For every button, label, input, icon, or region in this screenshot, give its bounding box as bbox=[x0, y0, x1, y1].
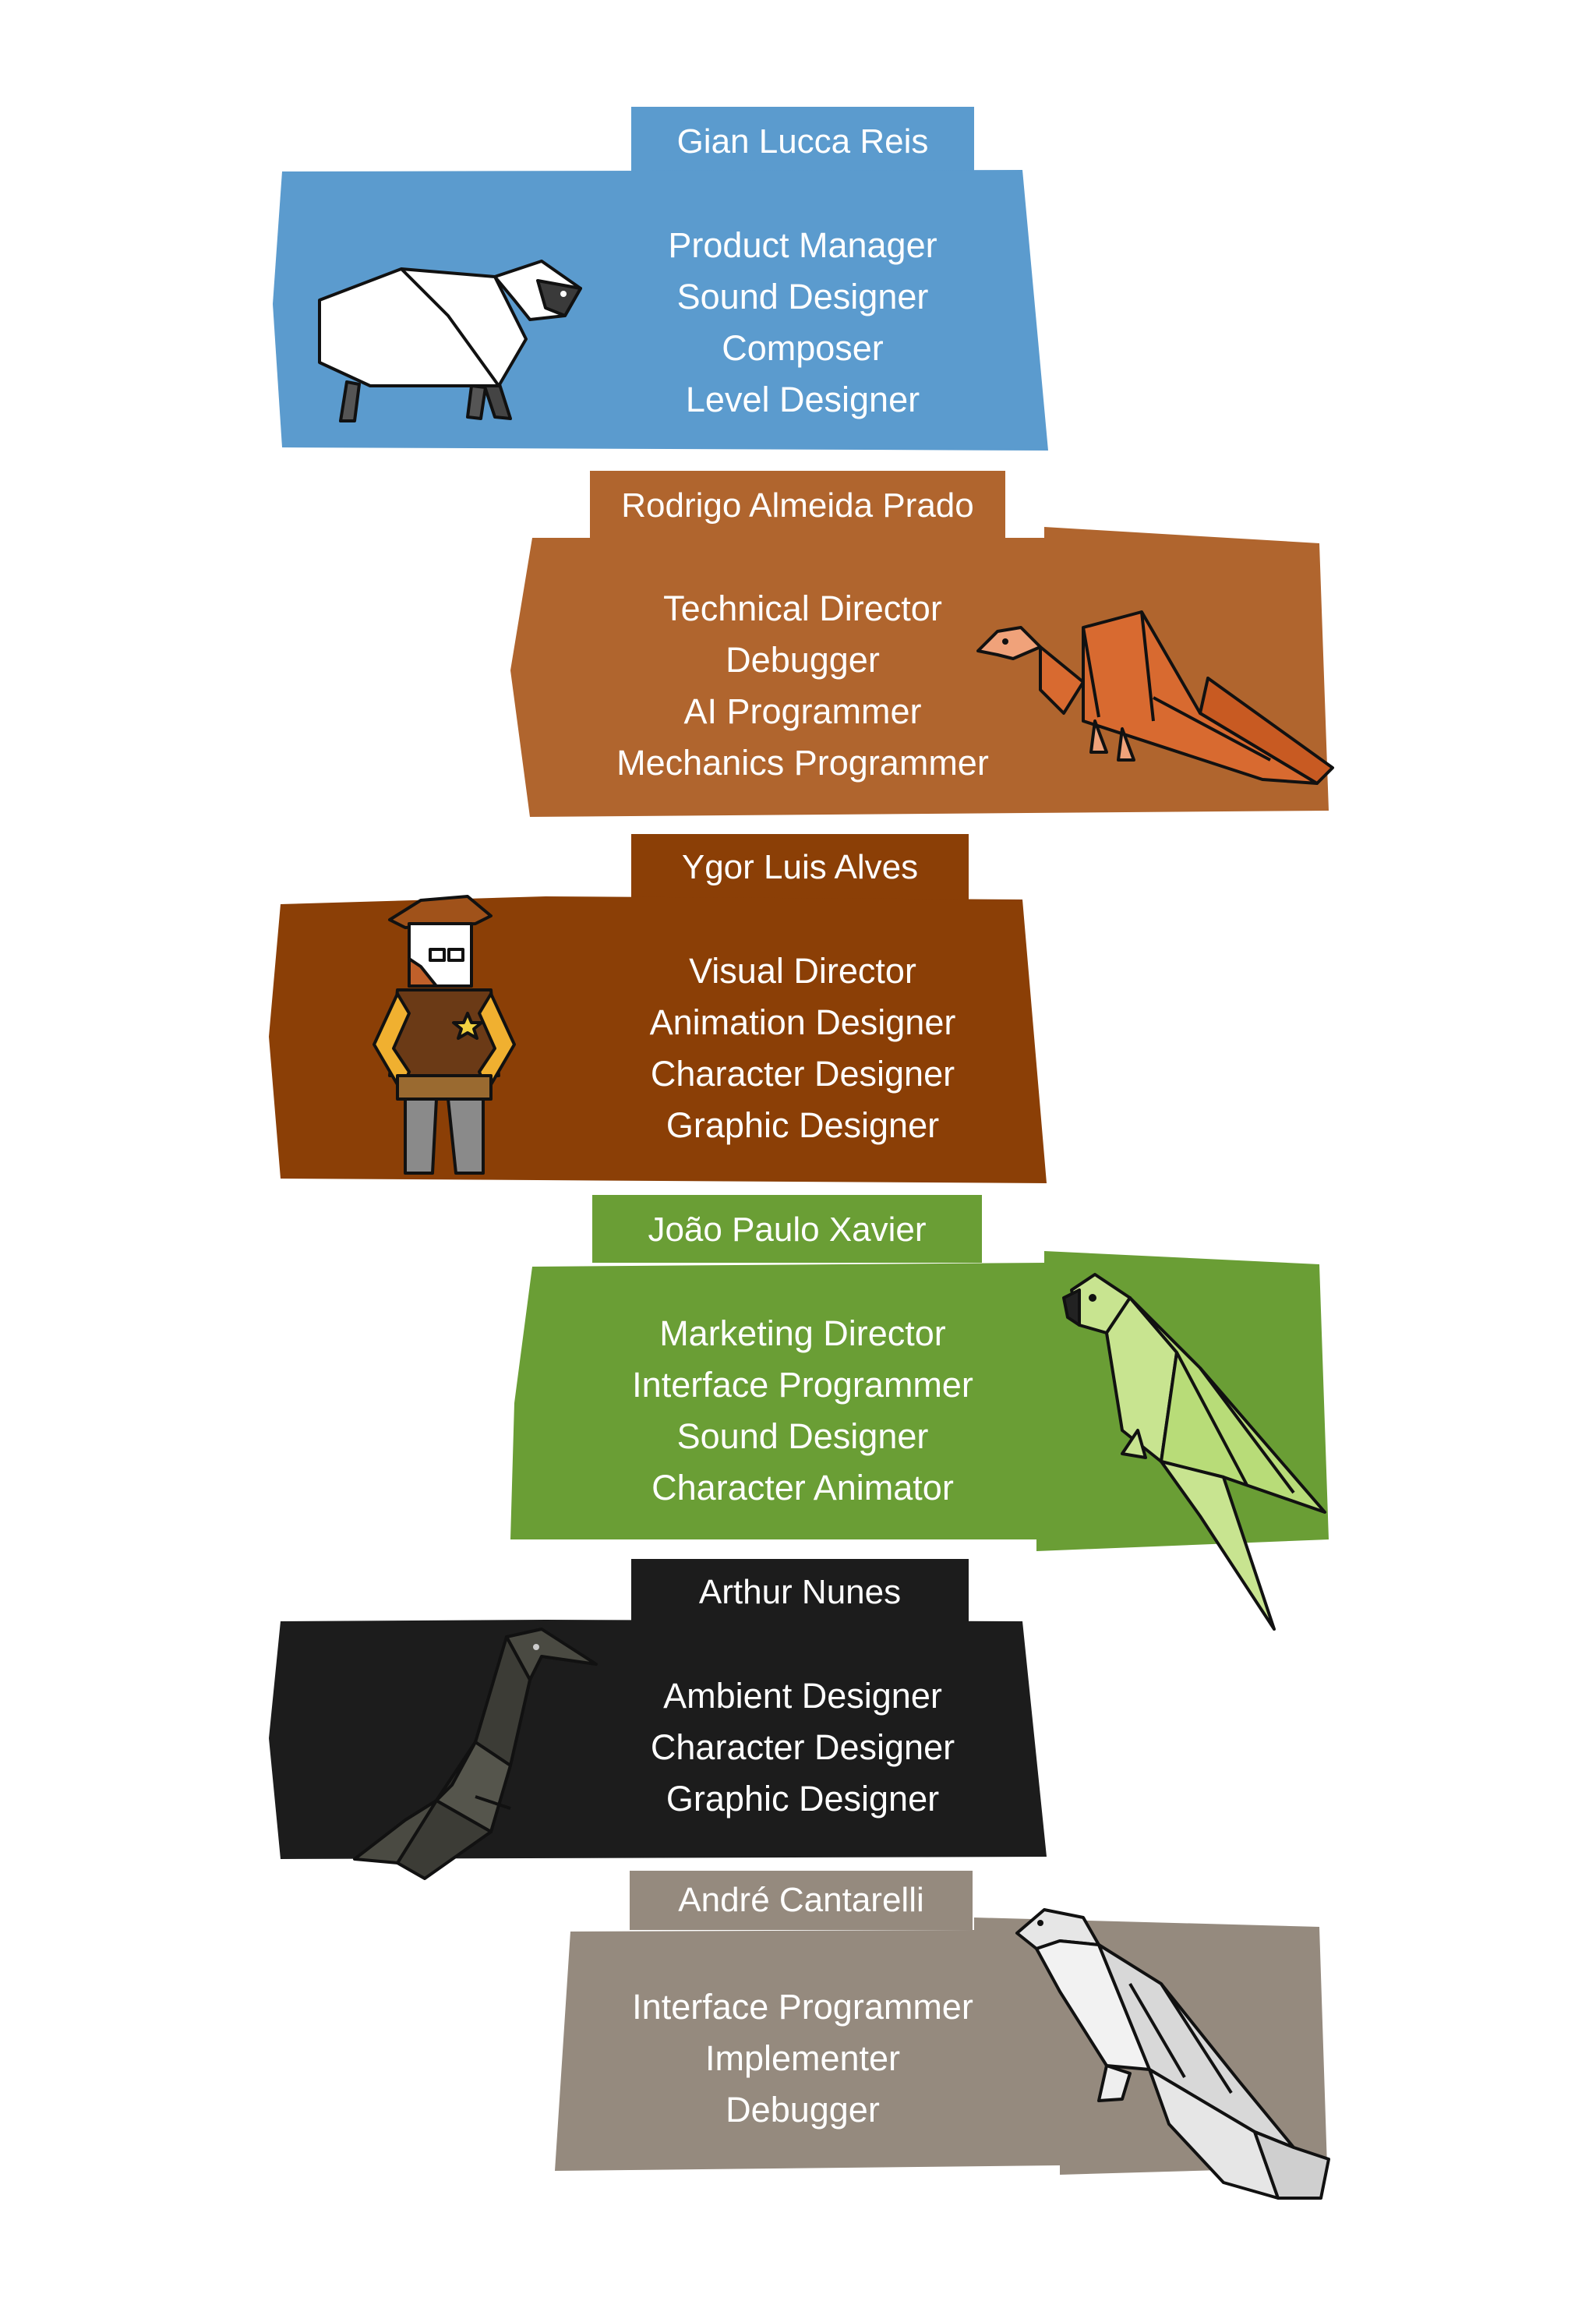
member-roles: Technical Director Debugger AI Programme… bbox=[569, 583, 1036, 789]
member-roles: Ambient Designer Character Designer Grap… bbox=[569, 1670, 1036, 1825]
member-roles: Interface Programmer Implementer Debugge… bbox=[569, 1981, 1036, 2136]
member-roles: Marketing Director Interface Programmer … bbox=[569, 1308, 1036, 1514]
member-roles: Visual Director Animation Designer Chara… bbox=[569, 945, 1036, 1151]
member-name: Gian Lucca Reis bbox=[676, 122, 929, 161]
role-item: Character Designer bbox=[650, 1054, 955, 1094]
role-item: Level Designer bbox=[685, 380, 920, 419]
role-item: Debugger bbox=[726, 2090, 880, 2130]
member-name: Ygor Luis Alves bbox=[681, 848, 919, 886]
role-item: Ambient Designer bbox=[663, 1676, 942, 1716]
team-card-arthur-nunes: Arthur Nunes Ambient Designer Character … bbox=[269, 1559, 1047, 1880]
role-item: Sound Designer bbox=[676, 1416, 929, 1456]
role-item: Animation Designer bbox=[649, 1002, 956, 1042]
role-item: Interface Programmer bbox=[632, 1987, 973, 2027]
member-name: Arthur Nunes bbox=[698, 1573, 902, 1611]
member-name: André Cantarelli bbox=[678, 1881, 924, 1919]
role-item: Character Animator bbox=[651, 1468, 954, 1507]
parrot-icon bbox=[1062, 1273, 1326, 1631]
role-item: Implementer bbox=[704, 2038, 901, 2078]
role-item: Graphic Designer bbox=[666, 1105, 940, 1145]
role-item: Visual Director bbox=[689, 951, 916, 991]
role-item: Marketing Director bbox=[659, 1313, 946, 1353]
role-item: Graphic Designer bbox=[666, 1779, 940, 1819]
team-card-rodrigo-almeida-prado: Rodrigo Almeida Prado Technical Director… bbox=[0, 0, 1596, 857]
team-card-ygor-luis-alves: Ygor Luis Alves Visual Director Animatio… bbox=[269, 834, 1047, 1183]
sheriff-icon bbox=[373, 895, 516, 1175]
team-card-joao-paulo-xavier: João Paulo Xavier Marketing Director Int… bbox=[510, 1195, 1329, 1631]
role-item: Debugger bbox=[726, 640, 880, 680]
vulture-icon bbox=[976, 610, 1334, 785]
role-item: AI Programmer bbox=[683, 691, 922, 731]
member-roles: Product Manager Sound Designer Composer … bbox=[569, 220, 1036, 426]
role-item: Product Manager bbox=[668, 225, 937, 265]
role-item: Mechanics Programmer bbox=[616, 743, 989, 783]
member-name: Rodrigo Almeida Prado bbox=[621, 486, 974, 525]
team-card-gian-lucca-reis: Gian Lucca Reis Product Manager Sound De… bbox=[0, 0, 1596, 468]
role-item: Technical Director bbox=[663, 589, 942, 628]
hawk-icon bbox=[1015, 1908, 1330, 2200]
role-item: Composer bbox=[722, 328, 884, 368]
role-item: Character Designer bbox=[650, 1727, 955, 1767]
role-item: Interface Programmer bbox=[632, 1365, 973, 1405]
role-item: Sound Designer bbox=[676, 277, 929, 316]
sheep-icon bbox=[318, 260, 582, 422]
crow-icon bbox=[353, 1628, 598, 1880]
member-name: João Paulo Xavier bbox=[648, 1211, 927, 1249]
